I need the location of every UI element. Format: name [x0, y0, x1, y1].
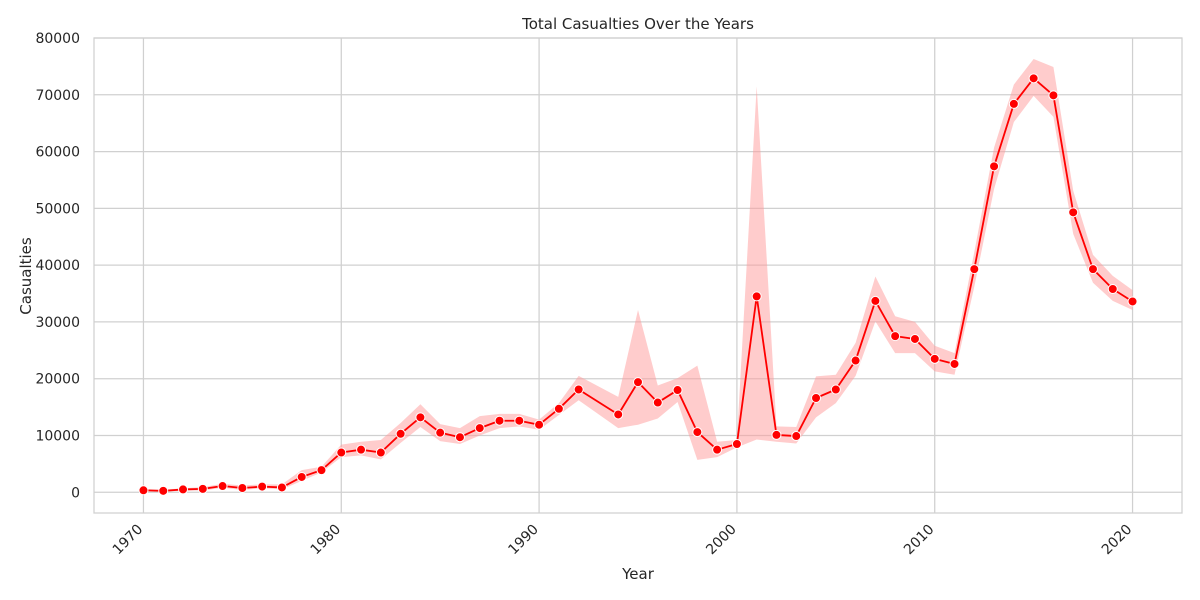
data-point	[830, 384, 841, 395]
x-tick-label: 1970	[110, 522, 147, 559]
plot-frame	[93, 37, 1183, 514]
data-point	[672, 385, 683, 396]
data-point	[415, 412, 426, 423]
data-point	[751, 291, 762, 302]
data-point	[731, 439, 742, 450]
y-tick-label: 80000	[35, 31, 80, 47]
data-point	[949, 358, 960, 369]
data-point	[573, 384, 584, 395]
data-point	[969, 264, 980, 275]
data-point	[356, 444, 367, 455]
x-tick-label: 2020	[1099, 522, 1136, 559]
data-point	[929, 353, 940, 364]
y-tick-label: 30000	[35, 315, 80, 331]
data-point	[375, 447, 386, 458]
x-tick-label: 1990	[505, 522, 542, 559]
data-point	[692, 427, 703, 438]
y-tick-label: 70000	[35, 88, 80, 104]
data-point	[1087, 264, 1098, 275]
y-tick-label: 60000	[35, 145, 80, 161]
confidence-band-area	[143, 59, 1133, 492]
data-point	[712, 444, 723, 455]
y-axis-title: Casualties	[17, 237, 35, 315]
y-tick-labels: 0 10000 20000 30000 40000 50000 60000 70000 8000…	[35, 31, 80, 501]
data-point	[276, 482, 287, 493]
data-point	[771, 429, 782, 440]
data-point	[633, 377, 643, 388]
data-point	[336, 447, 347, 458]
data-point	[494, 415, 505, 426]
data-point	[178, 484, 189, 495]
data-point	[217, 481, 228, 492]
data-point	[1107, 283, 1118, 294]
data-point	[316, 465, 327, 476]
data-point	[989, 161, 1000, 172]
data-point	[534, 419, 545, 430]
data-point	[613, 409, 624, 420]
data-point	[435, 427, 446, 438]
data-point	[890, 331, 901, 342]
data-point	[553, 403, 564, 414]
data-point	[237, 483, 248, 494]
y-tick-label: 0	[71, 485, 80, 501]
chart-title: Total Casualties Over the Years	[521, 15, 754, 33]
data-point	[395, 428, 406, 439]
data-point	[1068, 207, 1079, 218]
x-axis-title: Year	[621, 565, 655, 583]
data-point	[1008, 98, 1019, 109]
data-point	[1127, 296, 1138, 307]
data-point	[197, 483, 208, 494]
data-point	[1048, 90, 1059, 101]
x-tick-labels: 1970 1980 1990 2000 2010 2020	[110, 522, 1136, 559]
data-point	[811, 393, 822, 404]
y-tick-label: 10000	[35, 428, 80, 444]
x-tick-label: 2010	[901, 522, 938, 559]
data-point	[870, 295, 881, 306]
data-point	[257, 481, 268, 492]
x-tick-label: 2000	[703, 522, 740, 559]
data-point	[138, 485, 149, 496]
data-point	[296, 471, 307, 482]
data-point	[652, 397, 663, 408]
x-tick-label: 1980	[308, 522, 345, 559]
data-point	[791, 431, 802, 442]
y-tick-label: 50000	[35, 201, 80, 217]
plot-background	[94, 38, 1182, 513]
data-markers	[138, 73, 1138, 496]
data-point	[514, 415, 525, 426]
y-tick-label: 40000	[35, 258, 80, 274]
data-point	[850, 355, 861, 366]
data-point	[909, 333, 920, 344]
data-point	[454, 432, 465, 443]
confidence-band	[143, 59, 1133, 492]
y-tick-label: 20000	[35, 372, 80, 388]
data-point	[1028, 73, 1039, 84]
data-point	[158, 485, 169, 496]
data-point	[474, 423, 485, 434]
